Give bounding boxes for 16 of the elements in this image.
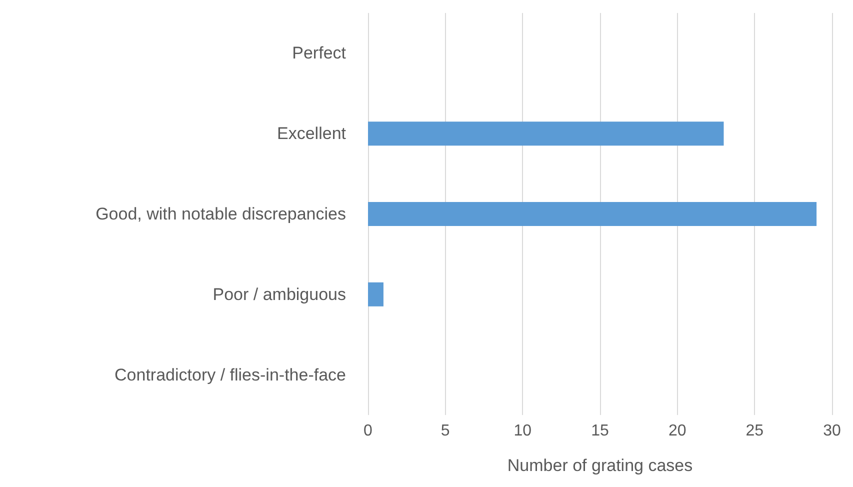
y-tick-label: Perfect	[292, 44, 346, 63]
y-tick-label: Contradictory / flies-in-the-face	[114, 365, 346, 384]
x-tick-label: 30	[823, 422, 841, 440]
bar	[368, 282, 384, 306]
x-tick-label: 10	[514, 422, 532, 440]
x-tick-label: 25	[746, 422, 764, 440]
x-tick-label: 0	[364, 422, 373, 440]
x-tick-label: 5	[440, 422, 450, 440]
y-tick-label: Poor / ambiguous	[212, 284, 346, 304]
y-tick-label: Excellent	[277, 124, 346, 144]
bar	[368, 202, 817, 226]
y-tick-label: Good, with notable discrepancies	[96, 204, 346, 224]
x-axis-title: Number of grating cases	[507, 456, 693, 475]
x-tick-label: 15	[591, 422, 609, 440]
bar	[368, 122, 724, 146]
x-tick-label: 20	[668, 422, 686, 440]
